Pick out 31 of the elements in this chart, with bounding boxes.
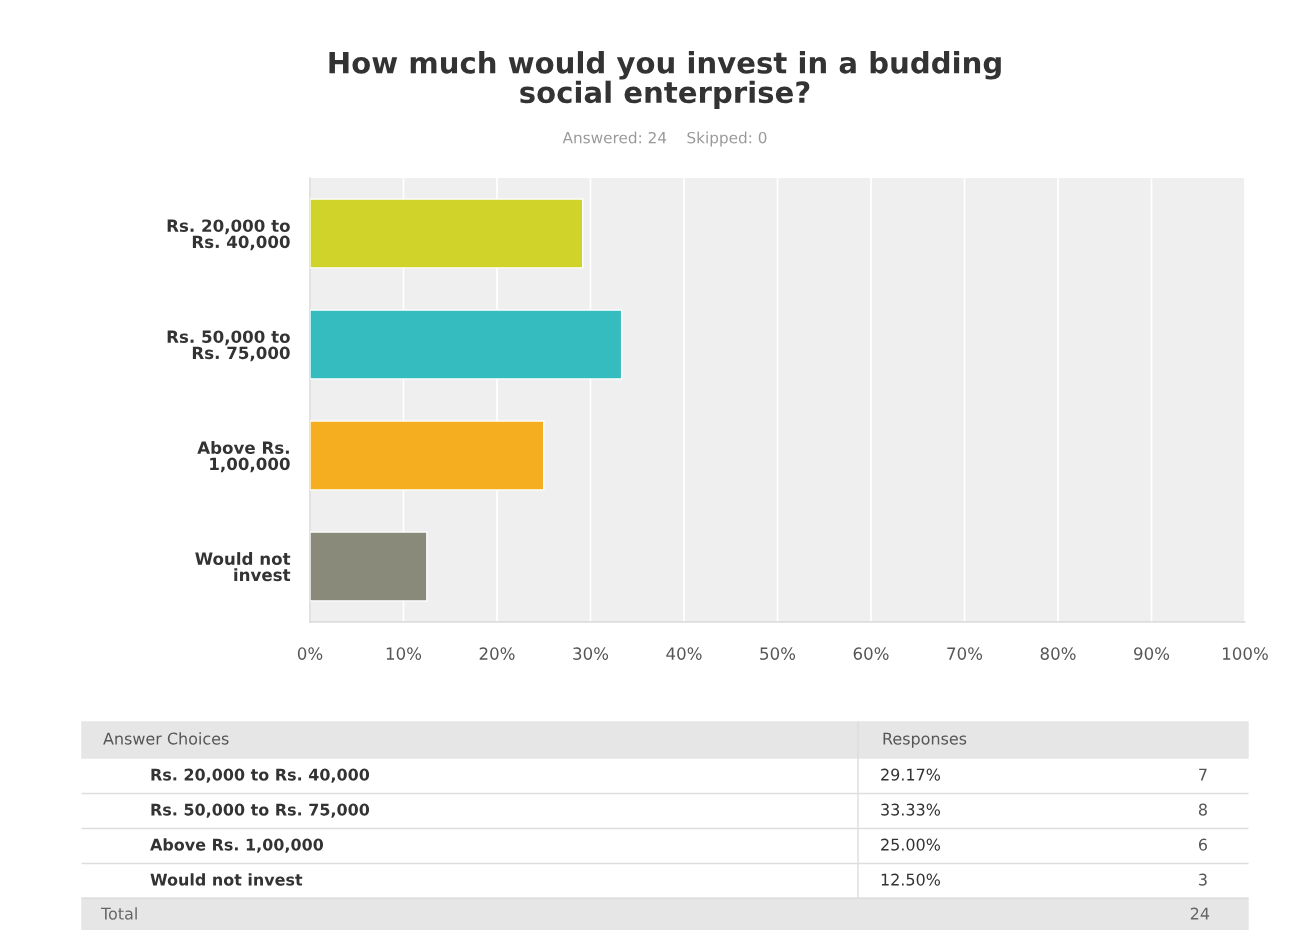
text: 25.00% [881,838,941,851]
x-tick-label: 50% [760,647,796,660]
y-tick-label: Above Rs. 1,00,000 [197,441,290,473]
text: 33.33% [881,803,941,816]
text: Rs. 20,000 to Rs. 40,000 [151,768,370,783]
x-tick-label: 80% [1040,647,1076,660]
text: 7 [1199,768,1207,781]
y-tick-label: Rs. 50,000 to Rs. 75,000 [167,330,290,362]
text: 12.50% [881,873,941,886]
chart-title: How much would you invest in a budding social enterprise? [329,51,1001,109]
text: 6 [1198,838,1207,851]
x-tick-label: 100% [1223,647,1268,660]
x-tick-label: 70% [947,647,983,660]
x-tick-label: 10% [386,647,422,660]
x-tick-label: 60% [853,647,889,660]
x-tick-label: 40% [666,647,702,660]
chart-subtitle: Answered: 24 Skipped: 0 [562,131,767,147]
x-tick-label: 90% [1134,647,1170,660]
text: Answer Choices [103,732,229,745]
x-tick-label: 0% [297,647,323,660]
text: 8 [1198,803,1207,816]
text: 3 [1199,873,1207,886]
y-tick-label: Rs. 20,000 to Rs. 40,000 [167,219,290,251]
x-tick-label: 30% [573,647,609,660]
x-tick-label: 20% [479,647,515,660]
text: Rs. 50,000 to Rs. 75,000 [151,803,370,818]
y-tick-label: Would not invest [195,552,291,582]
text: 24 [1190,907,1210,920]
text: 29.17% [881,768,941,781]
text: Total [100,907,137,920]
text: Responses [883,732,967,748]
